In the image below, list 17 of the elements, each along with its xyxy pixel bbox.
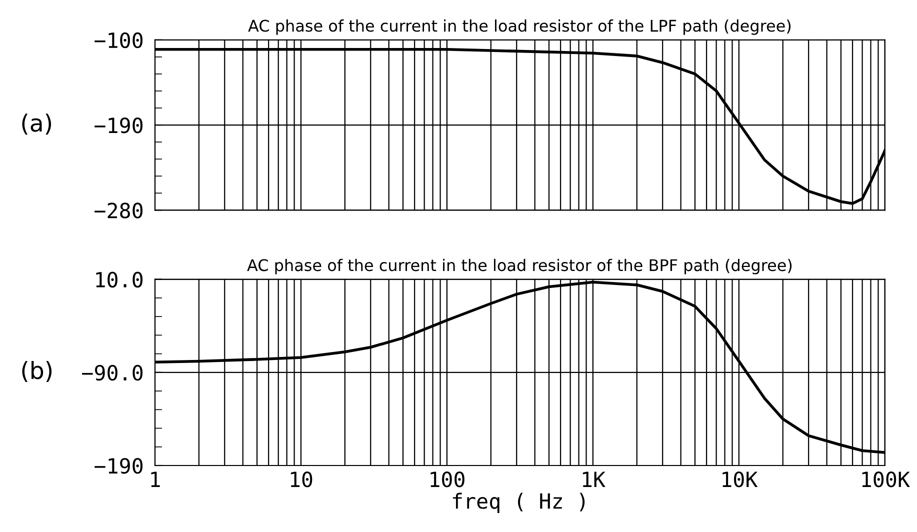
x-tick-label: 10	[290, 472, 312, 488]
chart-title: AC phase of the current in the load resistor of the BPF path (degree)	[247, 258, 792, 274]
x-tick-label: 10K	[722, 472, 758, 488]
text: (b)	[22, 360, 52, 382]
y-tick-label: −100	[94, 32, 143, 48]
y-tick-label: −90.0	[82, 364, 143, 381]
y-tick-label: 10.0	[96, 272, 143, 288]
x-tick-label: 100K	[862, 472, 910, 488]
chart-title: AC phase of the current in the load resistor of the LPF path (degree)	[248, 19, 791, 35]
y-tick-label: −280	[94, 202, 143, 218]
y-tick-label: −190	[94, 118, 143, 134]
x-tick-label: 100	[430, 472, 464, 488]
x-axis-title: freq ( Hz )	[452, 492, 585, 513]
y-tick-label: −190	[94, 458, 143, 474]
x-tick-label: 1K	[582, 472, 606, 487]
text: (a)	[22, 114, 52, 135]
x-tick-label: 1	[151, 472, 160, 487]
